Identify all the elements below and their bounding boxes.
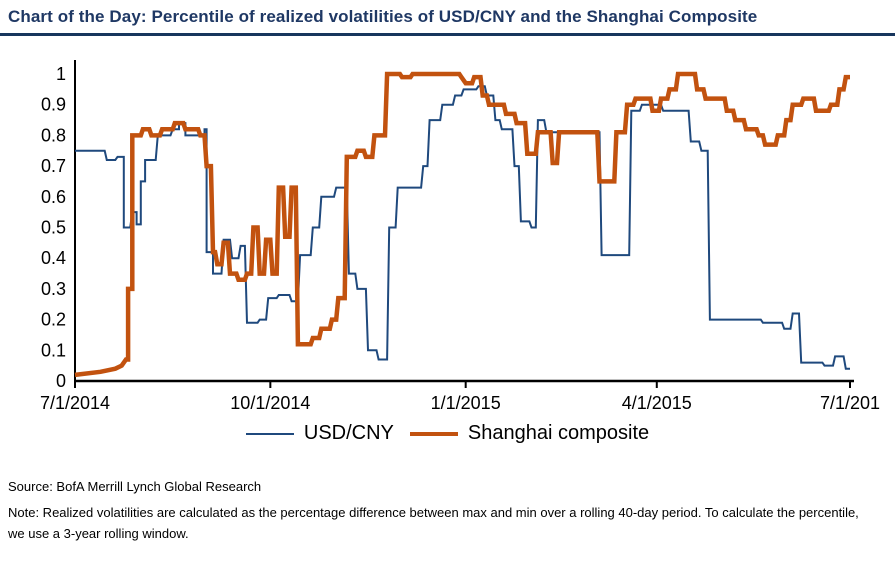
y-tick-label: 0	[56, 371, 66, 391]
x-tick-label: 10/1/2014	[230, 393, 310, 413]
y-tick-label: 0.8	[41, 125, 66, 145]
x-tick-label: 4/1/2015	[622, 393, 692, 413]
chart-header: Chart of the Day: Percentile of realized…	[0, 0, 895, 36]
y-tick-label: 0.5	[41, 218, 66, 238]
legend-label-usdcny: USD/CNY	[303, 422, 394, 444]
shanghai-composite-series-line	[74, 71, 850, 378]
legend-item-usdcny: USD/CNY	[245, 422, 394, 445]
page-title: Chart of the Day: Percentile of realized…	[8, 7, 758, 26]
legend-label-shanghai: Shanghai composite	[467, 422, 650, 444]
note-text: Note: Realized volatilities are calculat…	[8, 505, 859, 541]
usdcny-line-swatch	[245, 432, 294, 435]
y-tick-label: 0.2	[41, 310, 66, 330]
x-tick-label: 1/1/2015	[431, 393, 501, 413]
legend-item-shanghai: Shanghai composite	[409, 422, 650, 445]
y-tick-label: 0.9	[41, 95, 66, 115]
y-tick-label: 0.7	[41, 156, 66, 176]
volatility-percentile-chart: 0 0.1 0.2 0.3 0.4 0.5 0.6 0.7 0.8 0.9 1 7/1/2014 10/…	[40, 60, 880, 413]
source-text: Source: BofA Merrill Lynch Global Resear…	[8, 479, 262, 494]
y-tick-label: 0.4	[41, 248, 66, 268]
x-tick-label: 7/1/2014	[40, 393, 110, 413]
y-tick-label: 0.1	[41, 340, 66, 360]
y-tick-label: 0.6	[41, 187, 66, 207]
chart-footer: Source: BofA Merrill Lynch Global Resear…	[0, 449, 895, 545]
y-tick-label: 0.3	[41, 279, 66, 299]
x-tick-label: 7/1/201	[820, 393, 880, 413]
chart-area: 0 0.1 0.2 0.3 0.4 0.5 0.6 0.7 0.8 0.9 1 7/1/2014 10/…	[0, 36, 895, 416]
shanghai-line-swatch	[409, 431, 458, 436]
y-tick-label: 1	[56, 64, 66, 84]
chart-legend: USD/CNY Shanghai composite	[0, 416, 895, 449]
